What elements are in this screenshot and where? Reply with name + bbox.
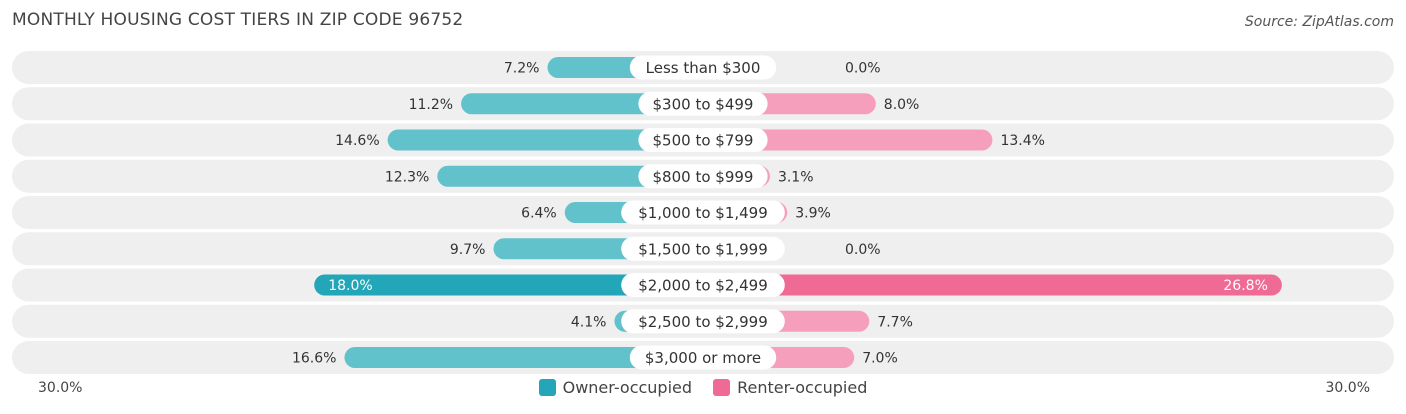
category-label: $800 to $999: [653, 168, 754, 186]
owner-bar: [387, 129, 703, 151]
legend-label-owner: Owner-occupied: [562, 378, 693, 397]
owner-value-label: 16.6%: [292, 351, 336, 367]
owner-value-label: 6.4%: [521, 206, 557, 222]
category-label: $300 to $499: [653, 95, 754, 113]
category-label: $500 to $799: [653, 132, 754, 150]
renter-bar: [703, 274, 1282, 296]
legend-swatch-owner: [538, 379, 556, 396]
legend-item-owner: Owner-occupied: [538, 378, 693, 397]
renter-value-label: 26.8%: [1223, 278, 1267, 294]
category-pill: [621, 236, 785, 261]
category-label: Less than $300: [646, 59, 761, 77]
category-pill: [629, 345, 777, 370]
category-label: $2,500 to $2,999: [638, 313, 768, 331]
category-pill: [629, 55, 777, 80]
category-label: $1,500 to $1,999: [638, 240, 768, 258]
category-pill: [621, 200, 785, 225]
axis-label-left: 30.0%: [38, 380, 83, 396]
owner-value-label: 7.2%: [504, 61, 540, 77]
renter-value-label: 0.0%: [845, 61, 881, 77]
axis-label-right: 30.0%: [1325, 380, 1370, 396]
category-label: $1,000 to $1,499: [638, 204, 768, 222]
owner-value-label: 18.0%: [328, 278, 372, 294]
owner-value-label: 11.2%: [409, 97, 453, 113]
chart-title: MONTHLY HOUSING COST TIERS IN ZIP CODE 9…: [12, 10, 464, 30]
category-pill: [638, 91, 768, 116]
category-pill: [638, 164, 768, 189]
renter-value-label: 8.0%: [884, 97, 920, 113]
category-pill: [638, 128, 768, 152]
renter-value-label: 7.7%: [877, 314, 913, 330]
renter-value-label: 13.4%: [1000, 133, 1044, 149]
category-pill: [621, 309, 785, 334]
renter-value-label: 7.0%: [862, 351, 898, 367]
owner-value-label: 4.1%: [571, 314, 607, 330]
owner-bar: [344, 347, 703, 368]
renter-bar: [703, 129, 993, 151]
owner-bar: [437, 165, 703, 187]
legend-item-renter: Renter-occupied: [713, 378, 867, 397]
category-pill: [621, 273, 785, 297]
category-label: $2,000 to $2,499: [638, 277, 768, 295]
legend-swatch-renter: [713, 379, 731, 396]
owner-value-label: 12.3%: [385, 169, 429, 185]
renter-value-label: 3.1%: [778, 169, 814, 185]
category-label: $3,000 or more: [645, 349, 761, 367]
legend-label-renter: Renter-occupied: [737, 378, 868, 397]
legend: Owner-occupied Renter-occupied: [0, 378, 1406, 400]
owner-value-label: 9.7%: [450, 242, 486, 258]
owner-bar: [314, 274, 703, 296]
chart-source: Source: ZipAtlas.com: [1244, 14, 1394, 30]
renter-value-label: 3.9%: [795, 206, 831, 222]
owner-value-label: 14.6%: [335, 133, 379, 149]
renter-value-label: 0.0%: [845, 242, 881, 258]
